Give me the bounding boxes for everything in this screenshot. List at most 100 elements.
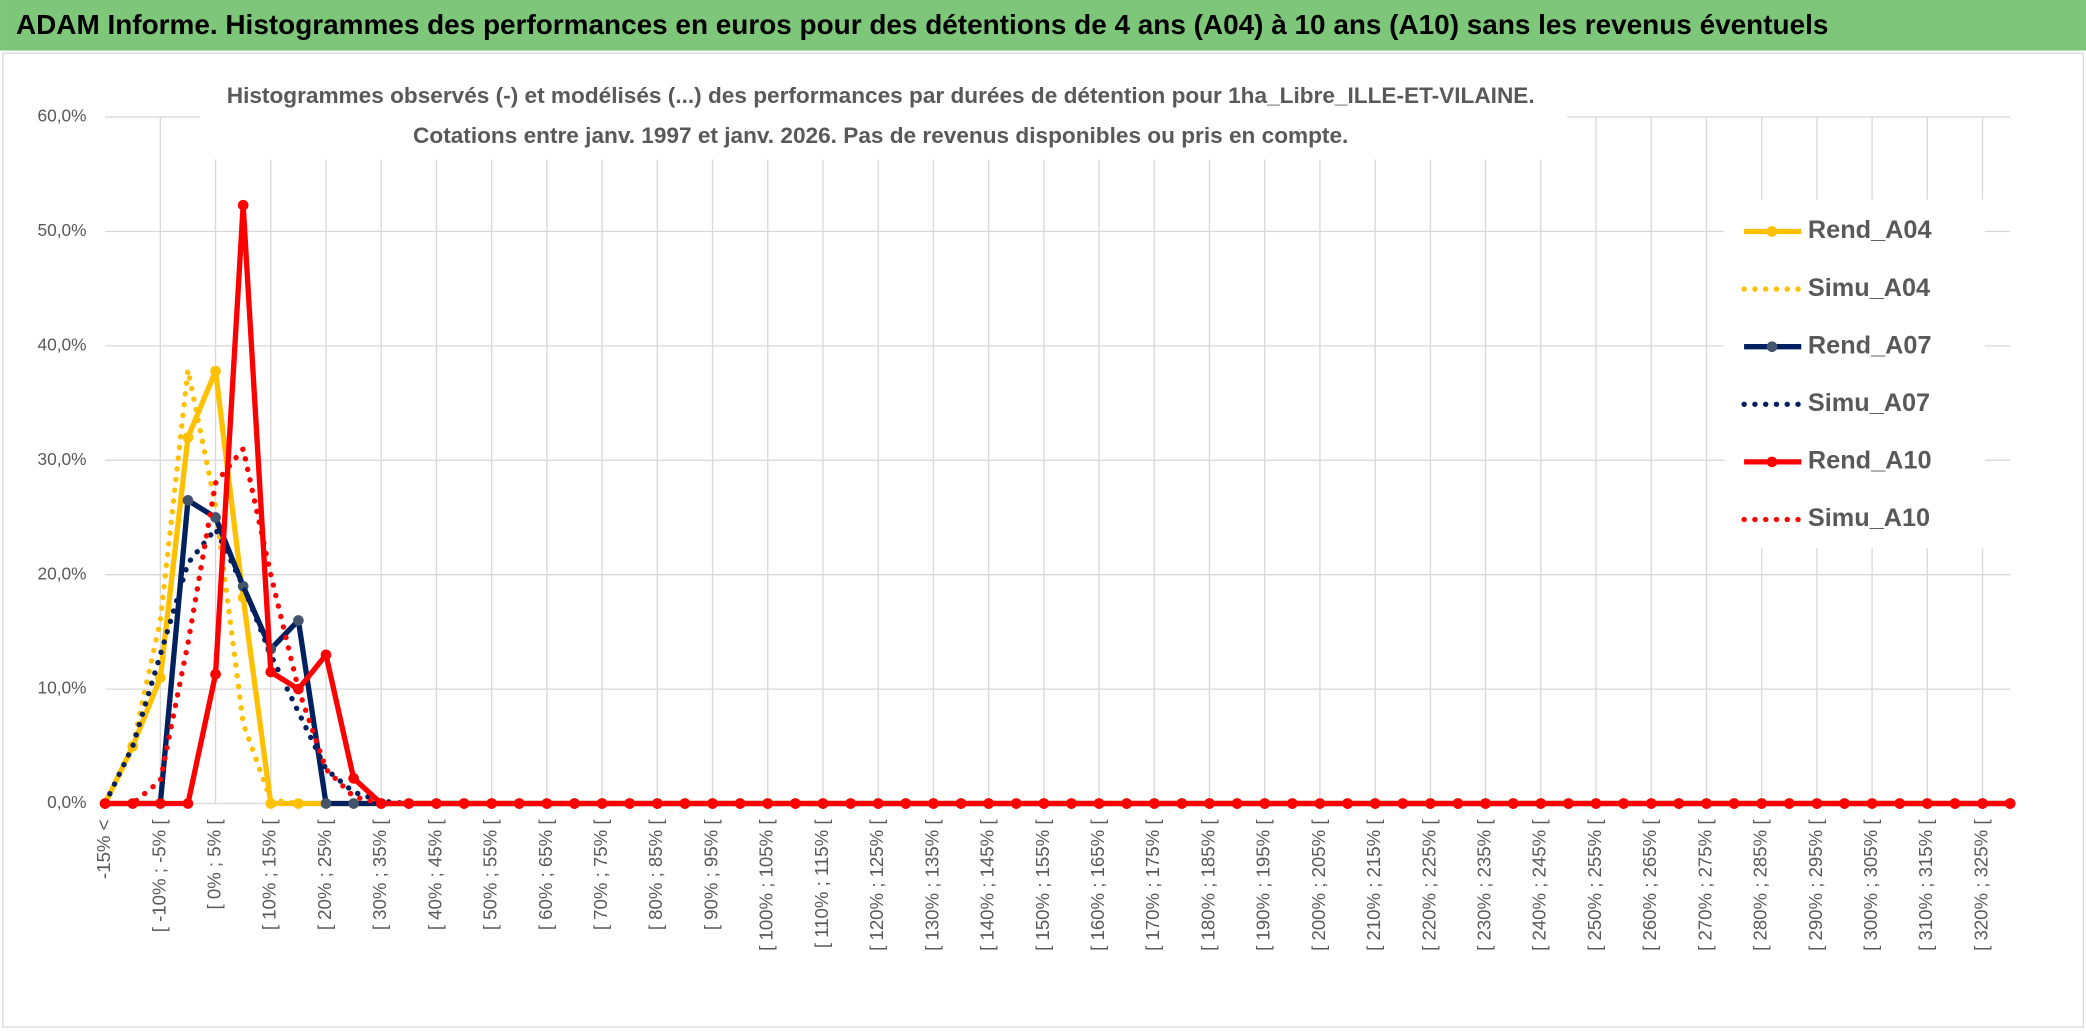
- series-marker: [1176, 798, 1188, 809]
- x-tick-label: [ 250% ; 255% [: [1584, 819, 1605, 951]
- series-marker: [1977, 798, 1988, 809]
- legend: Rend_A04 Simu_A04 Rend_A07 Simu_A07 Rend_A10…: [1724, 199, 1985, 549]
- legend-label: Rend_A04: [1808, 216, 1932, 244]
- series-marker: [348, 773, 359, 784]
- series-marker: [1093, 798, 1105, 809]
- plot: 0,0% 10,0% 20,0% 30,0% 40,0% 50,0% 60,0% -15% <…: [37, 106, 2016, 951]
- series-marker: [403, 798, 415, 809]
- x-tick-label: [ 280% ; 285% [: [1750, 819, 1771, 951]
- series-marker: [596, 798, 608, 809]
- x-tick-label: [ 230% ; 235% [: [1473, 819, 1494, 951]
- series-marker: [293, 615, 304, 626]
- x-tick-label: [ 60% ; 65% [: [535, 819, 556, 931]
- x-tick-label: [ 310% ; 315% [: [1915, 819, 1936, 951]
- x-tick-label: [ 90% ; 95% [: [700, 819, 721, 931]
- y-tick-label: 50,0%: [37, 220, 86, 240]
- x-tick-label: [ 140% ; 145% [: [977, 819, 998, 951]
- x-tick-label: [ 130% ; 135% [: [921, 819, 942, 951]
- series-marker: [320, 798, 332, 809]
- x-tick-label: [ -10% ; -5% [: [148, 819, 169, 933]
- legend-marker: [1766, 226, 1778, 237]
- series-marker: [1728, 798, 1740, 809]
- x-tick-label: [ 270% ; 275% [: [1694, 819, 1715, 951]
- x-tick-label: [ 0% ; 5% [: [203, 819, 224, 910]
- x-tick-label: [ 120% ; 125% [: [866, 819, 887, 951]
- series-marker: [237, 199, 249, 211]
- series-marker: [651, 798, 663, 809]
- series-marker: [265, 666, 277, 678]
- series-marker: [1342, 798, 1353, 809]
- x-tick-label: [ 260% ; 265% [: [1639, 819, 1660, 951]
- y-tick-label: 0,0%: [47, 792, 86, 812]
- x-tick-label: [ 300% ; 305% [: [1860, 819, 1881, 951]
- series-line: [102, 446, 2013, 807]
- series-marker: [348, 798, 359, 809]
- series-marker: [1811, 798, 1823, 809]
- series-marker: [1866, 798, 1878, 809]
- x-tick-label: [ 320% ; 325% [: [1970, 819, 1991, 951]
- x-tick-label: [ 70% ; 75% [: [590, 819, 611, 931]
- x-tick-label: [ 200% ; 205% [: [1308, 819, 1329, 951]
- series-marker: [1783, 798, 1795, 809]
- series-marker: [845, 798, 856, 809]
- series-marker: [458, 798, 470, 809]
- series-marker: [182, 495, 194, 506]
- series-marker: [155, 672, 166, 683]
- series-marker: [983, 798, 994, 809]
- chart-title: Histogrammes observés (-) et modélisés (…: [227, 83, 1535, 108]
- series-marker: [1038, 798, 1050, 809]
- legend-marker: [1766, 456, 1778, 468]
- series-marker: [210, 512, 221, 523]
- series-marker: [486, 798, 497, 809]
- x-tick-label: [ 190% ; 195% [: [1253, 819, 1274, 951]
- y-tick-label: 20,0%: [37, 563, 86, 583]
- series-marker: [541, 798, 553, 809]
- series-marker: [1480, 798, 1491, 809]
- legend-label: Simu_A10: [1808, 504, 1930, 532]
- y-tick-label: 40,0%: [37, 334, 86, 354]
- series-marker: [790, 798, 801, 809]
- x-tick-label: [ 180% ; 185% [: [1197, 819, 1218, 951]
- series-marker: [210, 365, 221, 377]
- series-marker: [182, 798, 194, 809]
- series-marker: [1286, 798, 1298, 809]
- x-tick-label: [ 220% ; 225% [: [1418, 819, 1439, 951]
- y-tick-label: 10,0%: [37, 678, 86, 698]
- series-marker: [734, 798, 746, 809]
- x-tick-label: [ 160% ; 165% [: [1087, 819, 1108, 951]
- y-tick-label: 30,0%: [37, 449, 86, 469]
- title-bg: [199, 77, 1568, 160]
- header-bar: [0, 0, 2086, 51]
- series-marker: [155, 798, 166, 809]
- x-tick-label: [ 240% ; 245% [: [1529, 819, 1550, 951]
- series-marker: [210, 668, 221, 680]
- series-marker: [293, 798, 304, 809]
- series-marker: [1535, 798, 1547, 809]
- series-marker: [1425, 798, 1436, 809]
- series-marker: [928, 798, 939, 809]
- x-tick-label: -15% <: [93, 819, 114, 878]
- legend-label: Simu_A07: [1808, 389, 1930, 417]
- legend-label: Rend_A10: [1808, 447, 1932, 475]
- x-tick-label: [ 50% ; 55% [: [480, 819, 501, 931]
- legend-label: Simu_A04: [1808, 274, 1930, 302]
- series-marker: [1369, 798, 1381, 809]
- x-tick-label: [ 150% ; 155% [: [1032, 819, 1053, 951]
- legend-label: Rend_A07: [1808, 331, 1932, 359]
- series-marker: [1673, 798, 1685, 809]
- series-marker: [1921, 798, 1933, 809]
- legend-bg: [1724, 199, 1985, 549]
- x-tick-label: [ 30% ; 35% [: [369, 819, 390, 931]
- chart-subtitle: Cotations entre janv. 1997 et janv. 2026…: [413, 123, 1348, 148]
- x-tick-label: [ 170% ; 175% [: [1142, 819, 1163, 951]
- x-tick-label: [ 80% ; 85% [: [645, 819, 666, 931]
- series-marker: [900, 798, 912, 809]
- x-tick-label: [ 290% ; 295% [: [1805, 819, 1826, 951]
- series-marker: [1618, 798, 1629, 809]
- header-title: ADAM Informe. Histogrammes des performan…: [16, 9, 1828, 40]
- x-tick-label: [ 40% ; 45% [: [424, 819, 445, 931]
- x-tick-label: [ 10% ; 15% [: [259, 819, 280, 931]
- y-tick-label: 60,0%: [37, 106, 86, 126]
- x-tick-label: [ 210% ; 215% [: [1363, 819, 1384, 951]
